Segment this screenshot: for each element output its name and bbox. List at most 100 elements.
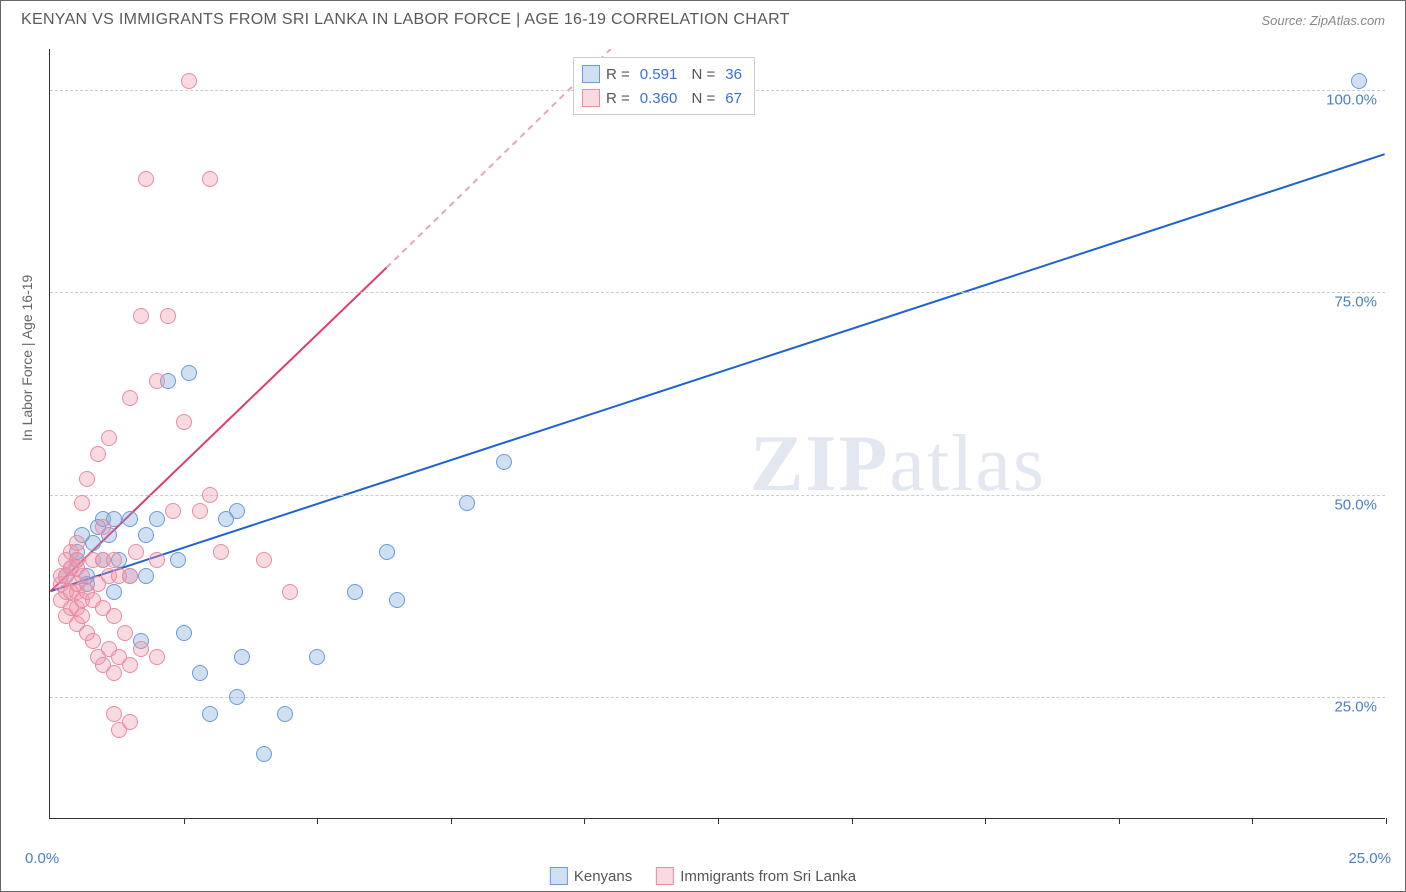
data-point: [202, 706, 218, 722]
data-point: [74, 495, 90, 511]
data-point: [389, 592, 405, 608]
data-point: [101, 430, 117, 446]
x-axis-min-label: 0.0%: [25, 850, 59, 867]
chart-header: KENYAN VS IMMIGRANTS FROM SRI LANKA IN L…: [1, 1, 1405, 35]
correlation-legend: R = 0.591 N = 36 R = 0.360 N = 67: [573, 57, 755, 115]
data-point: [202, 171, 218, 187]
data-point: [160, 308, 176, 324]
data-point: [85, 633, 101, 649]
legend-item: Immigrants from Sri Lanka: [656, 867, 856, 885]
legend-swatch: [582, 89, 600, 107]
gridline: [50, 697, 1385, 698]
data-point: [229, 503, 245, 519]
data-point: [229, 689, 245, 705]
series-legend: Kenyans Immigrants from Sri Lanka: [550, 867, 856, 885]
y-tick-label: 100.0%: [1326, 91, 1377, 108]
legend-swatch: [550, 867, 568, 885]
y-tick-label: 75.0%: [1334, 294, 1377, 311]
legend-item: Kenyans: [550, 867, 632, 885]
watermark: ZIPatlas: [750, 419, 1046, 510]
data-point: [149, 552, 165, 568]
data-point: [181, 73, 197, 89]
x-tick: [985, 818, 986, 824]
data-point: [256, 746, 272, 762]
x-tick: [584, 818, 585, 824]
data-point: [122, 568, 138, 584]
x-tick: [1119, 818, 1120, 824]
data-point: [379, 544, 395, 560]
legend-r-label: R =: [606, 90, 630, 107]
x-tick: [317, 818, 318, 824]
x-tick: [184, 818, 185, 824]
data-point: [117, 625, 133, 641]
y-tick-label: 25.0%: [1334, 699, 1377, 716]
legend-r-value: 0.591: [640, 66, 678, 83]
legend-n-value: 67: [725, 90, 742, 107]
x-tick: [1252, 818, 1253, 824]
data-point: [122, 714, 138, 730]
data-point: [133, 641, 149, 657]
data-point: [176, 625, 192, 641]
legend-n-label: N =: [687, 90, 715, 107]
legend-label: Kenyans: [574, 868, 632, 885]
legend-n-value: 36: [725, 66, 742, 83]
data-point: [170, 552, 186, 568]
data-point: [347, 584, 363, 600]
data-point: [122, 657, 138, 673]
data-point: [202, 487, 218, 503]
data-point: [106, 706, 122, 722]
data-point: [459, 495, 475, 511]
data-point: [192, 503, 208, 519]
x-axis-max-label: 25.0%: [1348, 850, 1391, 867]
gridline: [50, 495, 1385, 496]
chart-container: KENYAN VS IMMIGRANTS FROM SRI LANKA IN L…: [0, 0, 1406, 892]
data-point: [282, 584, 298, 600]
y-tick-label: 50.0%: [1334, 496, 1377, 513]
data-point: [79, 471, 95, 487]
data-point: [74, 608, 90, 624]
chart-source: Source: ZipAtlas.com: [1261, 13, 1385, 28]
x-tick: [718, 818, 719, 824]
data-point: [69, 535, 85, 551]
data-point: [106, 665, 122, 681]
legend-r-label: R =: [606, 66, 630, 83]
data-point: [122, 511, 138, 527]
data-point: [128, 544, 144, 560]
chart-title: KENYAN VS IMMIGRANTS FROM SRI LANKA IN L…: [21, 11, 790, 29]
data-point: [165, 503, 181, 519]
legend-r-value: 0.360: [640, 90, 678, 107]
data-point: [106, 552, 122, 568]
y-axis-title: In Labor Force | Age 16-19: [19, 275, 35, 441]
data-point: [1351, 73, 1367, 89]
legend-swatch: [656, 867, 674, 885]
data-point: [85, 535, 101, 551]
data-point: [234, 649, 250, 665]
regression-lines: [50, 49, 1385, 818]
legend-swatch: [582, 65, 600, 83]
data-point: [106, 608, 122, 624]
data-point: [256, 552, 272, 568]
data-point: [149, 511, 165, 527]
data-point: [213, 544, 229, 560]
legend-label: Immigrants from Sri Lanka: [680, 868, 856, 885]
legend-row: R = 0.591 N = 36: [582, 62, 746, 86]
data-point: [106, 584, 122, 600]
x-tick: [852, 818, 853, 824]
data-point: [90, 446, 106, 462]
data-point: [496, 454, 512, 470]
data-point: [133, 308, 149, 324]
data-point: [74, 568, 90, 584]
x-tick: [1386, 818, 1387, 824]
data-point: [138, 527, 154, 543]
data-point: [95, 519, 111, 535]
data-point: [176, 414, 192, 430]
gridline: [50, 292, 1385, 293]
legend-row: R = 0.360 N = 67: [582, 86, 746, 110]
legend-n-label: N =: [687, 66, 715, 83]
data-point: [309, 649, 325, 665]
data-point: [277, 706, 293, 722]
plot-area: ZIPatlas 25.0% 50.0% 75.0% 100.0%: [49, 49, 1385, 819]
data-point: [69, 552, 85, 568]
x-tick: [451, 818, 452, 824]
data-point: [149, 373, 165, 389]
